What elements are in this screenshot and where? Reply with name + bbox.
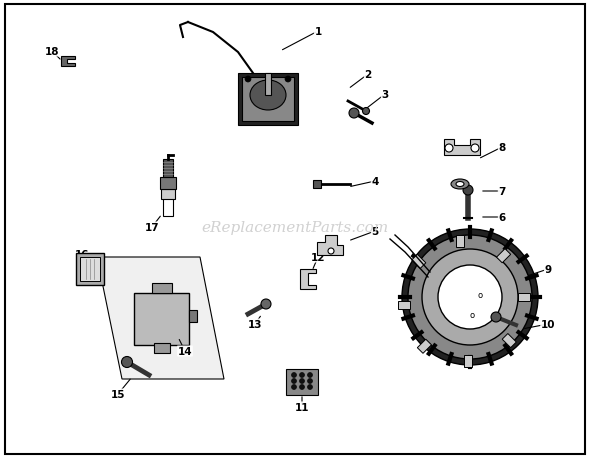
Text: 5: 5 [371, 226, 379, 236]
Circle shape [300, 373, 304, 378]
Text: 7: 7 [499, 187, 506, 196]
Polygon shape [97, 257, 224, 379]
Circle shape [300, 385, 304, 390]
Bar [518, 293, 530, 302]
Text: 11: 11 [295, 402, 309, 412]
Circle shape [445, 145, 453, 153]
Bar [160, 178, 176, 190]
Circle shape [307, 385, 313, 390]
Bar [80, 257, 100, 281]
Bar [398, 302, 410, 309]
Text: 10: 10 [541, 319, 555, 329]
Text: 16: 16 [75, 249, 89, 259]
Bar [154, 343, 170, 353]
Circle shape [408, 235, 532, 359]
Circle shape [307, 373, 313, 378]
Bar [161, 190, 175, 200]
Circle shape [362, 108, 369, 115]
Text: 6: 6 [499, 213, 506, 223]
Bar [456, 235, 464, 247]
Text: 17: 17 [145, 223, 159, 233]
Circle shape [291, 385, 297, 390]
Circle shape [349, 109, 359, 119]
Circle shape [438, 265, 502, 329]
Text: 13: 13 [248, 319, 262, 329]
Bar [76, 253, 104, 285]
Circle shape [463, 185, 473, 196]
Bar [417, 340, 431, 353]
Bar [313, 180, 321, 189]
Text: 18: 18 [45, 47, 59, 57]
Bar [134, 293, 189, 345]
Polygon shape [317, 235, 343, 256]
Text: 3: 3 [381, 90, 389, 100]
Circle shape [291, 373, 297, 378]
Text: o: o [477, 291, 483, 300]
Bar [464, 355, 472, 367]
Ellipse shape [456, 182, 464, 187]
Bar [286, 369, 318, 395]
Ellipse shape [451, 179, 469, 190]
Text: 1: 1 [314, 27, 322, 37]
Text: 12: 12 [311, 252, 325, 263]
Bar [152, 283, 172, 293]
Bar [238, 74, 298, 126]
Bar [163, 195, 173, 217]
Circle shape [491, 312, 501, 322]
Circle shape [261, 299, 271, 309]
Text: 4: 4 [371, 177, 379, 187]
Text: eReplacementParts.com: eReplacementParts.com [201, 220, 389, 235]
Bar [265, 74, 271, 96]
Ellipse shape [250, 81, 286, 111]
Circle shape [307, 379, 313, 384]
Bar [242, 78, 294, 122]
Text: 9: 9 [545, 264, 552, 274]
Polygon shape [444, 140, 480, 156]
Circle shape [402, 230, 538, 365]
Polygon shape [61, 57, 75, 67]
Circle shape [245, 77, 251, 83]
Circle shape [291, 379, 297, 384]
Circle shape [422, 249, 518, 345]
Text: 8: 8 [499, 143, 506, 153]
Text: 2: 2 [365, 70, 372, 80]
Bar [412, 255, 426, 269]
Bar [497, 249, 511, 263]
Circle shape [300, 379, 304, 384]
Circle shape [328, 248, 334, 254]
Circle shape [285, 77, 291, 83]
Text: 15: 15 [111, 389, 125, 399]
Circle shape [122, 357, 133, 368]
Bar [163, 160, 173, 178]
Text: 14: 14 [178, 346, 192, 356]
Bar [189, 310, 197, 322]
Polygon shape [300, 269, 316, 289]
Circle shape [471, 145, 479, 153]
Text: o: o [470, 311, 474, 320]
Bar [502, 334, 516, 348]
